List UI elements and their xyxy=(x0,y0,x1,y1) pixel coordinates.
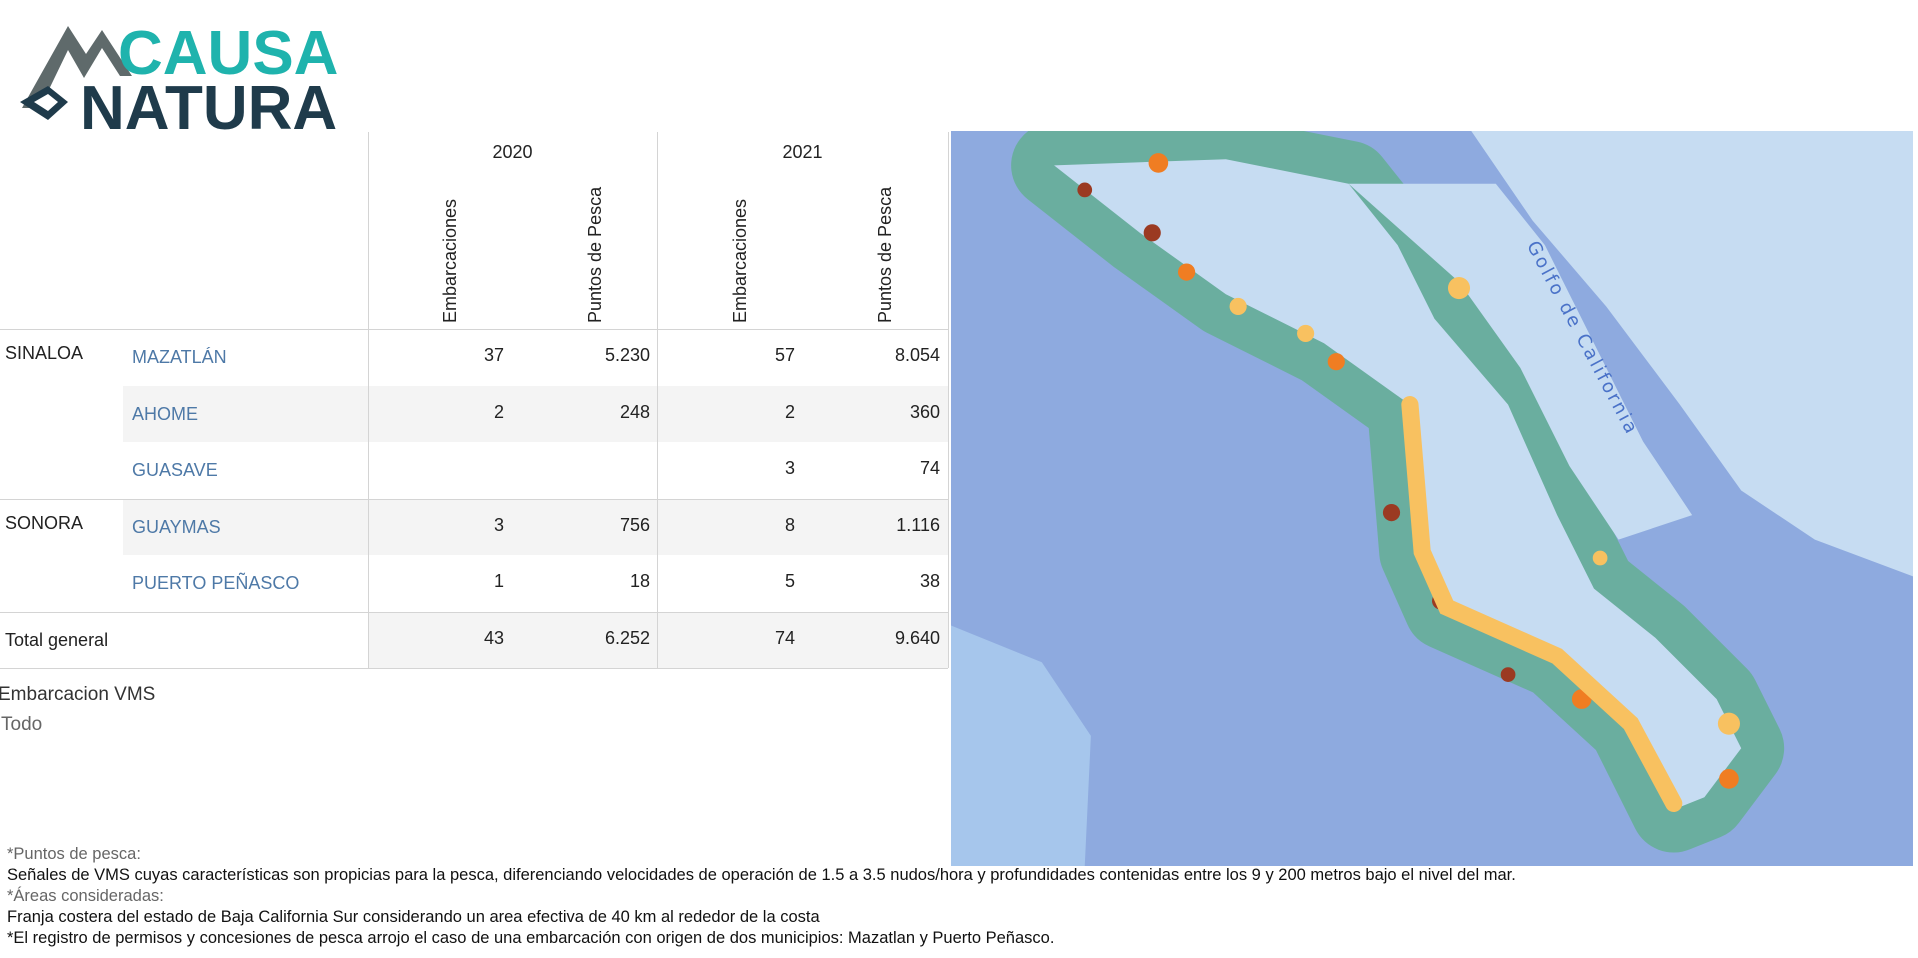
value-cell: 3 xyxy=(493,514,504,535)
column-header: Puntos de Pesca xyxy=(584,186,605,323)
value-cell: 6.252 xyxy=(604,627,650,648)
filter-label: Embarcacion VMS xyxy=(0,684,156,705)
state-label: SONORA xyxy=(5,512,84,533)
map: Golfo de California xyxy=(951,131,1913,866)
footnote: Franja costera del estado de Baja Califo… xyxy=(7,908,820,926)
value-cell: 18 xyxy=(629,571,650,591)
mainland xyxy=(1471,131,1913,577)
point xyxy=(1143,224,1161,242)
value-cell: 5 xyxy=(784,571,795,591)
value-cell: 1.116 xyxy=(896,514,940,535)
value-cell: 2 xyxy=(493,401,504,422)
logo-eye-inner xyxy=(34,94,58,111)
header-divider xyxy=(0,329,948,330)
logo-line1: CAUSA xyxy=(118,19,338,88)
column-header: Embarcaciones xyxy=(729,198,750,323)
point xyxy=(1229,297,1247,316)
footnote: *El registro de permisos y concesiones d… xyxy=(7,929,1055,947)
footnote: *Áreas consideradas: xyxy=(7,887,164,905)
value-cell: 38 xyxy=(919,571,940,591)
footnote: Señales de VMS cuyas características son… xyxy=(7,866,1516,884)
value-cell: 74 xyxy=(919,458,940,478)
group-divider xyxy=(0,498,948,500)
state-label: SINALOA xyxy=(5,343,84,363)
value-cell: 74 xyxy=(774,627,795,648)
municipality-link[interactable]: PUERTO PEÑASCO xyxy=(132,573,300,593)
logo: CAUSA NATURA xyxy=(20,19,338,134)
value-cell: 360 xyxy=(909,401,940,422)
value-cell: 9.640 xyxy=(894,627,940,648)
data-table: 2020 2021 Embarcaciones Puntos de Pesca Emba… xyxy=(0,132,950,672)
peninsula xyxy=(1054,159,1742,810)
municipality-link[interactable]: GUAYMAS xyxy=(132,516,221,537)
point xyxy=(1500,667,1516,682)
row-shade xyxy=(123,385,948,442)
point xyxy=(1719,769,1739,789)
value-cell: 8 xyxy=(784,514,795,535)
table-bottom xyxy=(0,668,948,669)
fishing-points xyxy=(1077,153,1740,813)
value-cell: 5.230 xyxy=(604,345,650,365)
point xyxy=(1077,182,1093,198)
year-header: 2020 xyxy=(492,142,533,162)
column-divider xyxy=(657,132,658,668)
point xyxy=(1717,712,1740,735)
total-label: Total general xyxy=(5,629,109,650)
value-cell: 57 xyxy=(774,345,795,365)
column-header: Embarcaciones xyxy=(440,198,460,323)
point xyxy=(1447,277,1471,300)
value-cell: 248 xyxy=(619,401,650,422)
total-divider xyxy=(0,611,948,613)
column-header: Puntos de Pesca xyxy=(875,186,895,323)
point xyxy=(1592,550,1608,566)
point xyxy=(1148,153,1169,173)
value-cell: 2 xyxy=(784,401,795,422)
value-cell: 8.054 xyxy=(894,345,940,365)
total-shade xyxy=(368,611,948,668)
column-divider xyxy=(948,132,949,668)
value-cell: 1 xyxy=(493,571,504,591)
point xyxy=(1327,353,1345,371)
column-divider xyxy=(368,132,369,668)
value-cell: 37 xyxy=(483,345,504,365)
filter-value[interactable]: Todo xyxy=(1,714,43,735)
point xyxy=(1382,504,1401,522)
value-cell: 43 xyxy=(483,627,504,648)
value-cell: 3 xyxy=(784,458,795,478)
row-shade xyxy=(123,498,948,555)
point-cluster xyxy=(1401,396,1683,813)
point xyxy=(1297,324,1315,343)
ocean-shelf xyxy=(951,625,1091,866)
year-header: 2021 xyxy=(782,142,823,162)
point xyxy=(1178,263,1196,281)
municipality-link[interactable]: MAZATLÁN xyxy=(132,347,227,367)
municipality-link[interactable]: AHOME xyxy=(132,403,199,424)
gulf xyxy=(1348,183,1693,540)
municipality-link[interactable]: GUASAVE xyxy=(132,460,218,480)
logo-line2: NATURA xyxy=(80,74,337,134)
value-cell: 756 xyxy=(619,514,650,535)
footnote: *Puntos de pesca: xyxy=(7,845,141,863)
